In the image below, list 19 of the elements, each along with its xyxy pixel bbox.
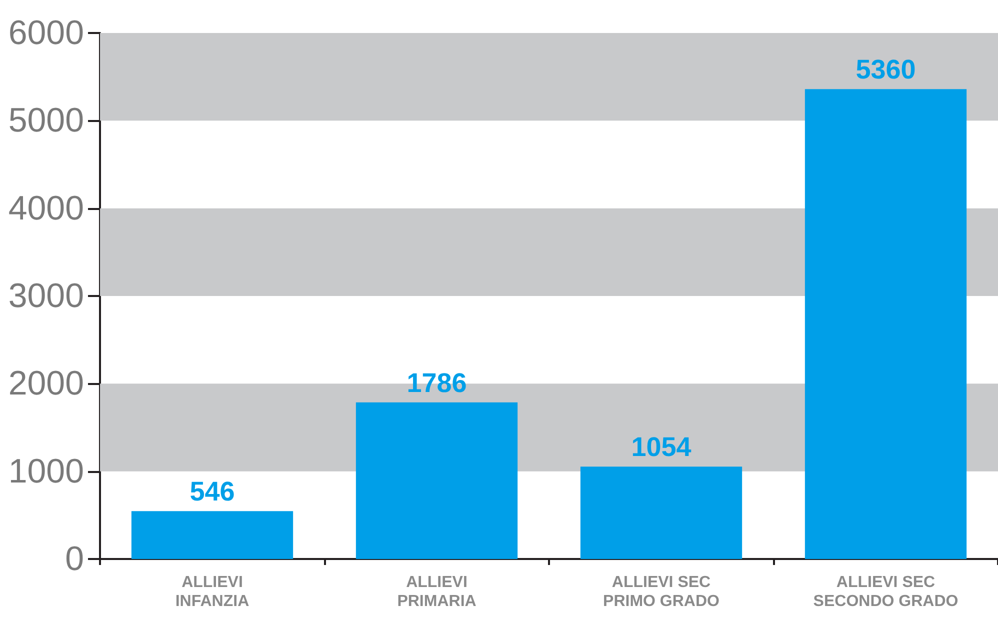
y-tick-label: 2000 [8, 364, 84, 403]
bar [804, 89, 967, 559]
bar [131, 511, 294, 559]
y-tick-label: 6000 [8, 14, 84, 52]
x-tick-label: ALLIEVI SEC SECONDO GRADO [813, 574, 958, 610]
bar [580, 466, 742, 559]
x-tick-label: ALLIEVI SEC PRIMO GRADO [603, 574, 720, 610]
y-tick-label: 5000 [8, 102, 84, 140]
x-tick-label: ALLIEVI INFANZIA [175, 574, 250, 610]
bar [356, 402, 518, 559]
y-tick-label: 1000 [8, 452, 84, 490]
data-label: 546 [190, 476, 235, 507]
data-label: 5360 [856, 54, 916, 85]
y-tick-label: 4000 [8, 189, 84, 228]
data-label: 1054 [631, 432, 692, 462]
y-tick-label: 0 [65, 540, 84, 578]
data-label: 1786 [406, 368, 467, 398]
x-tick-label: ALLIEVI PRIMARIA [397, 574, 477, 610]
y-tick-label: 3000 [8, 277, 84, 315]
